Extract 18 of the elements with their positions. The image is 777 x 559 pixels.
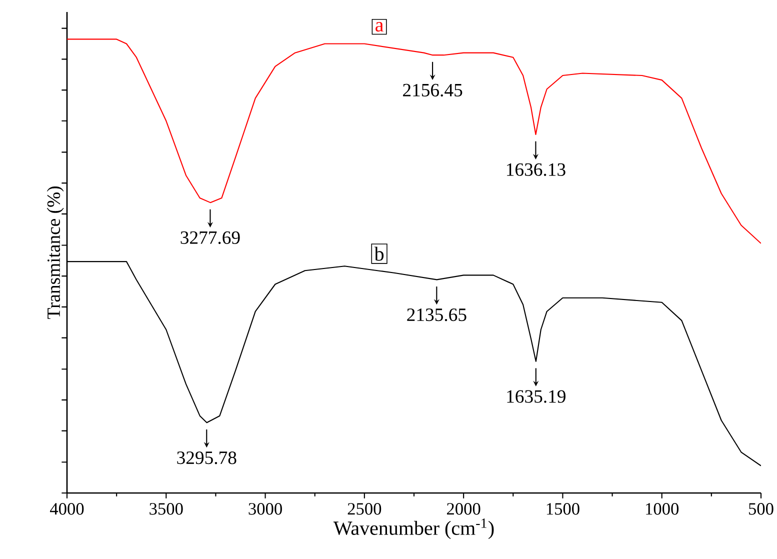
annotation: 3277.69 <box>180 231 240 244</box>
annotation: 1636.13 <box>507 163 566 176</box>
x-tick-label: 500 <box>748 503 774 515</box>
annotation: 2135.65 <box>407 308 466 322</box>
annotation: 3295.78 <box>177 451 236 464</box>
x-tick-label: 2000 <box>446 503 480 515</box>
x-tick-label: 2500 <box>348 503 382 515</box>
x-tick-label: 3500 <box>150 503 183 515</box>
x-tick-label: 1000 <box>646 503 679 515</box>
x-axis-title: Wavenumber (cm$^{-1}$) <box>333 518 494 540</box>
x-tick-label: 3000 <box>248 503 282 515</box>
annotation: 1635.19 <box>507 390 566 403</box>
x-tick-label: 4000 <box>50 503 84 515</box>
series-label: a <box>376 22 384 32</box>
annotation: 2156.45 <box>403 84 462 97</box>
y-axis-title: Transmitance (%) <box>46 186 64 319</box>
x-tick-label: 1500 <box>546 503 580 515</box>
series-label: b <box>374 246 384 261</box>
